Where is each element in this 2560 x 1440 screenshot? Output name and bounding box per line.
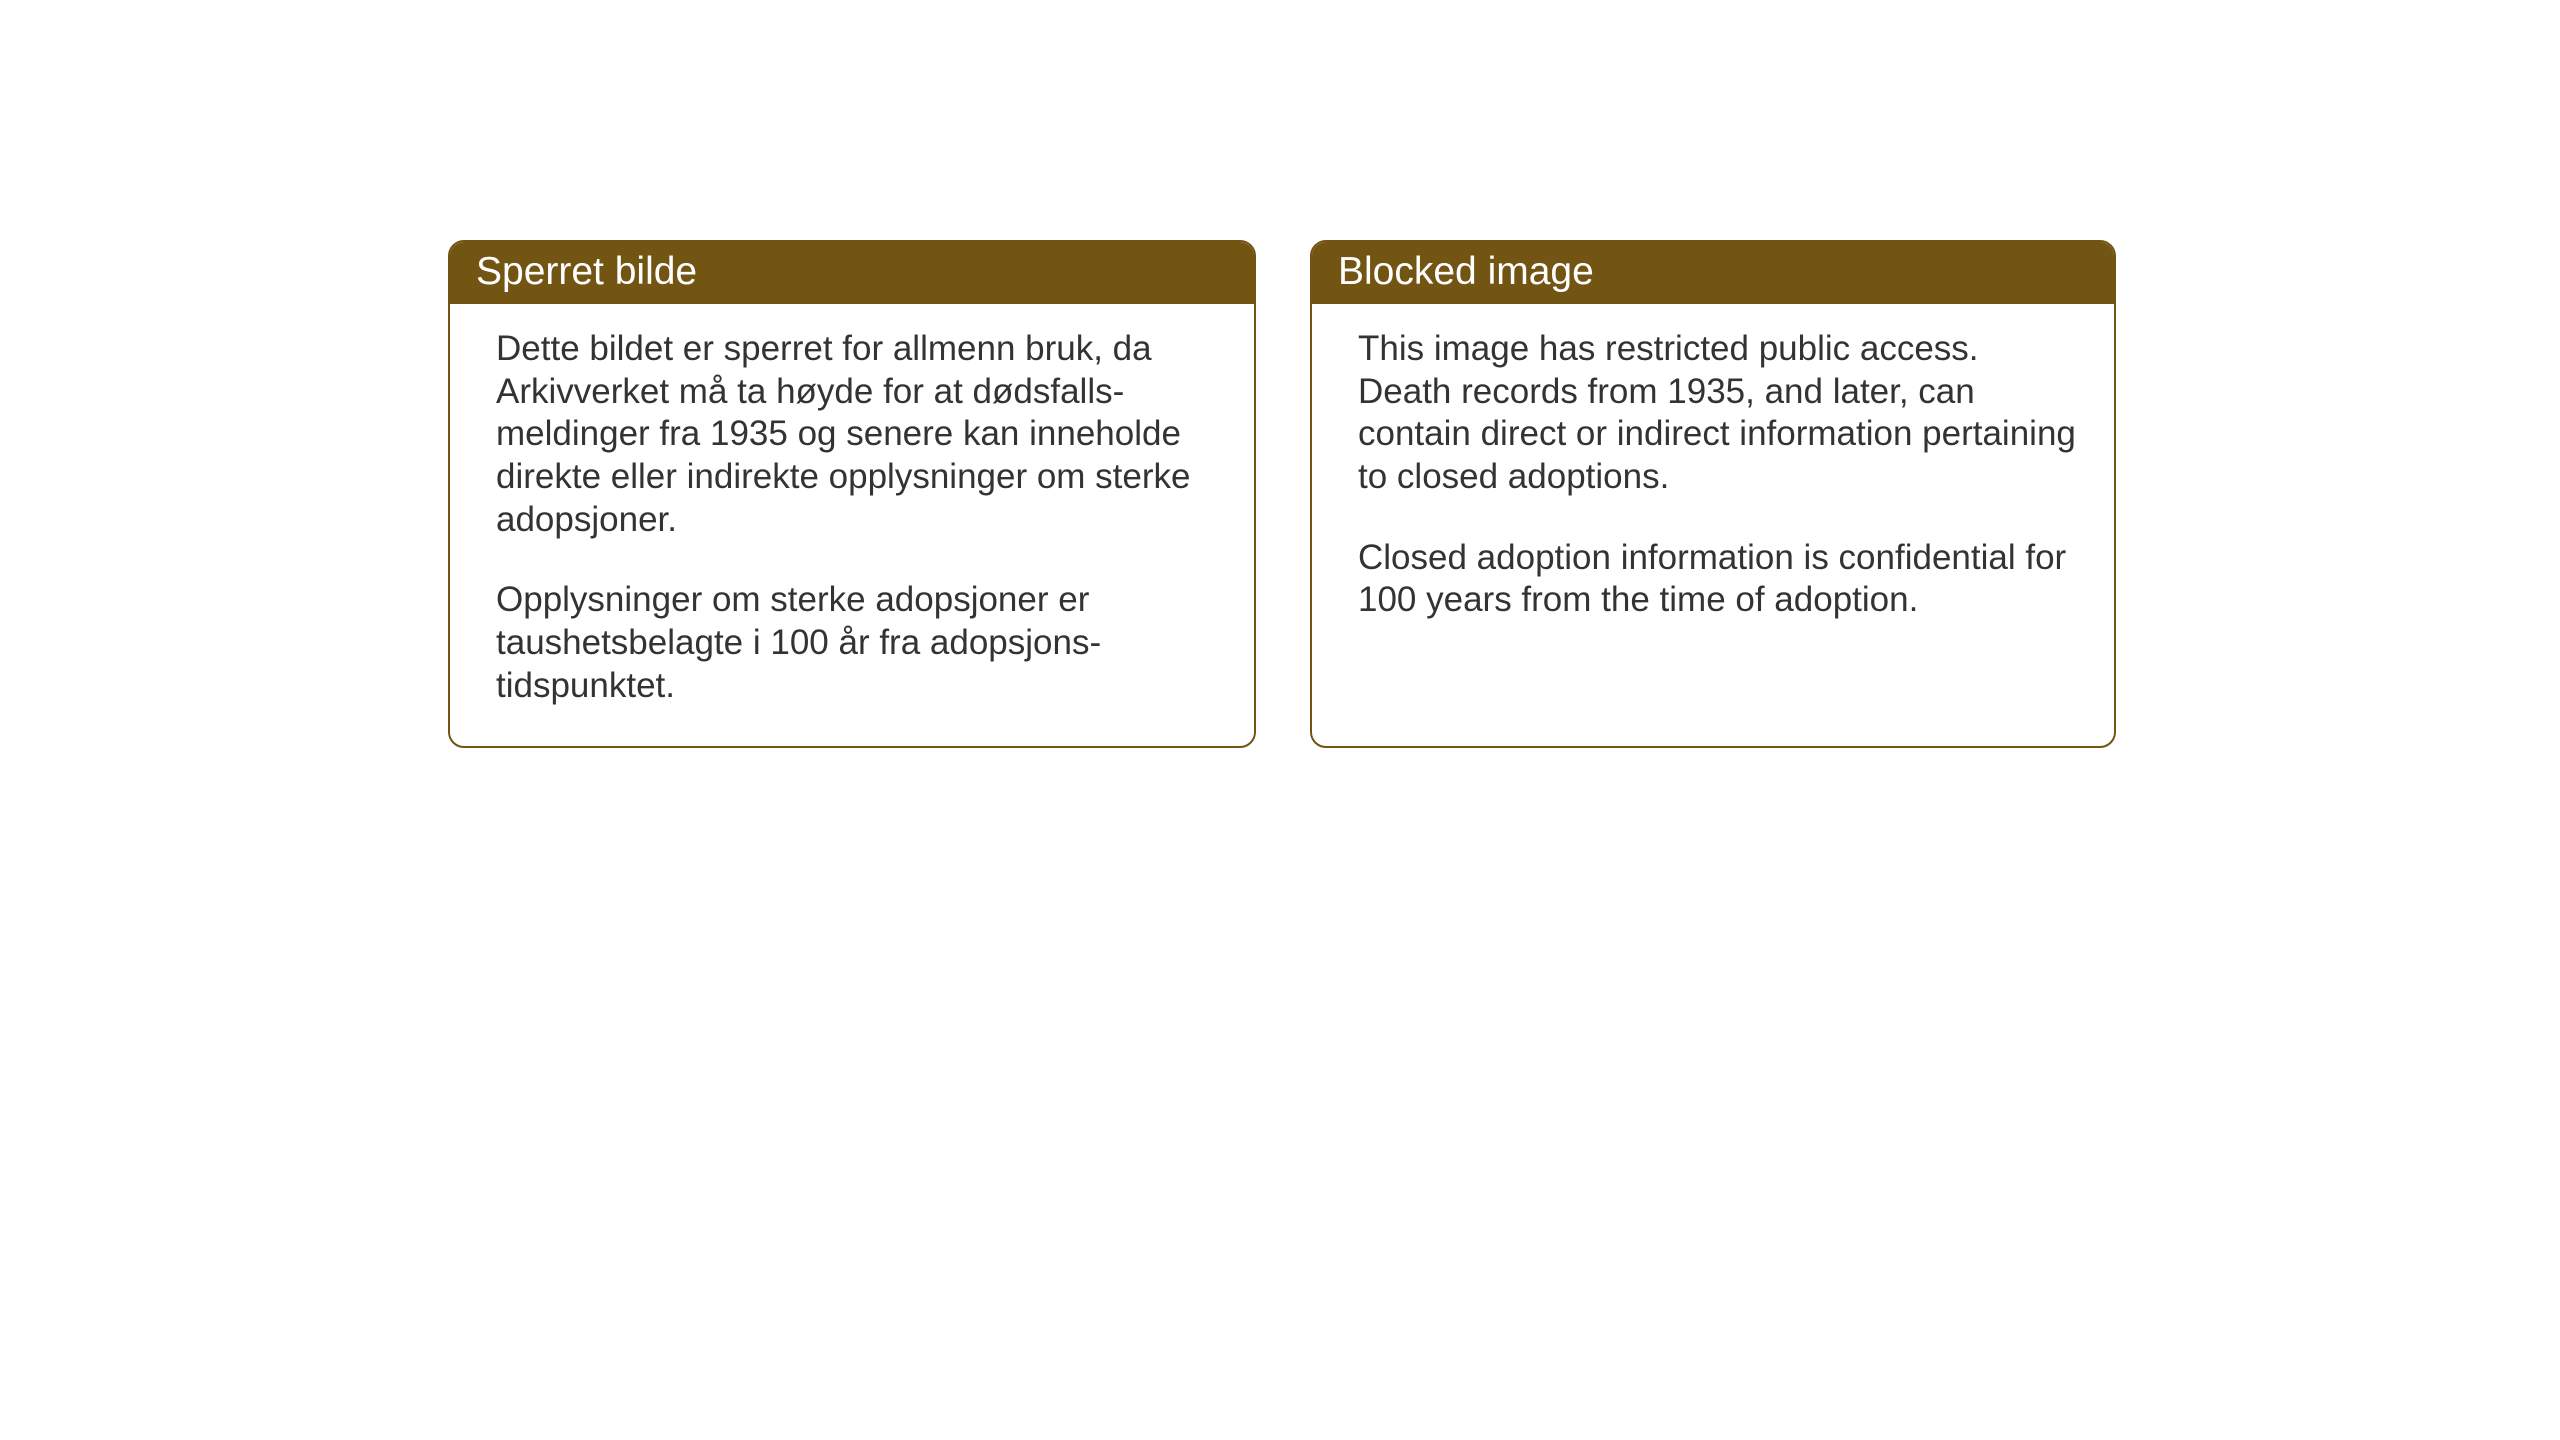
card-header-norwegian: Sperret bilde [450, 242, 1254, 304]
paragraph-2-english: Closed adoption information is confident… [1358, 537, 2076, 622]
card-english: Blocked image This image has restricted … [1310, 240, 2116, 748]
card-title-norwegian: Sperret bilde [476, 250, 697, 293]
paragraph-1-norwegian: Dette bildet er sperret for allmenn bruk… [496, 328, 1216, 541]
card-norwegian: Sperret bilde Dette bildet er sperret fo… [448, 240, 1256, 748]
card-body-norwegian: Dette bildet er sperret for allmenn bruk… [450, 304, 1254, 746]
paragraph-1-english: This image has restricted public access.… [1358, 328, 2076, 499]
card-body-english: This image has restricted public access.… [1312, 304, 2114, 712]
paragraph-2-norwegian: Opplysninger om sterke adopsjoner er tau… [496, 579, 1216, 707]
cards-container: Sperret bilde Dette bildet er sperret fo… [0, 0, 2560, 748]
card-header-english: Blocked image [1312, 242, 2114, 304]
card-title-english: Blocked image [1338, 250, 1594, 293]
